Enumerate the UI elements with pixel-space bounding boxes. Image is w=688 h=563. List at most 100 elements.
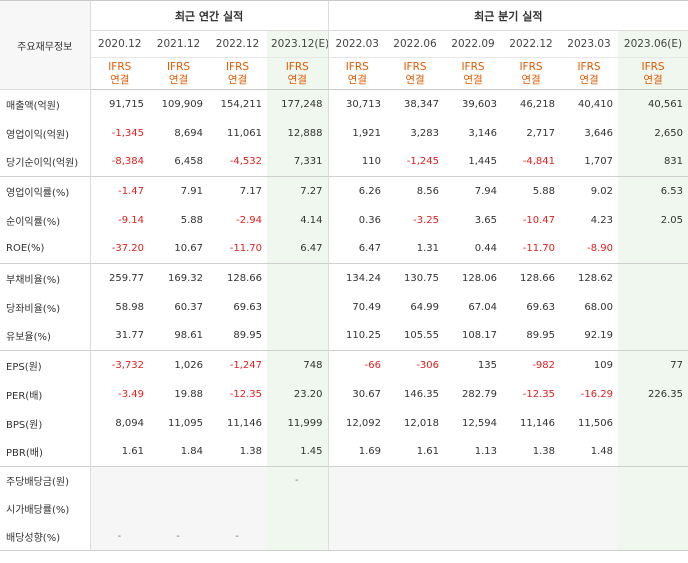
metric-value: 4.23 [590,214,614,226]
metric-value: 109 [560,350,619,380]
period-header: 2023.12(E) [267,30,329,58]
period-header: 2023.03 [560,30,619,58]
standard-scope: 연결 [347,73,367,86]
metric-value [502,494,561,523]
metric-value: 89.95 [233,330,262,342]
metric-value [90,466,149,495]
metric-value: 8,694 [174,127,203,139]
metric-label: 주당배당금(원) [0,466,91,495]
metric-value: 11,061 [227,127,262,139]
metric-value: 5.88 [502,176,561,206]
metric-value: 39,603 [462,98,498,110]
metric-value: 2,650 [618,118,688,148]
metric-label: 유보율(%) [0,321,91,351]
annual-group-header: 최근 연간 실적 [90,0,329,31]
metric-value: 1.84 [180,446,203,458]
metric-value: -9.14 [118,214,144,226]
metric-value: 4.14 [267,205,329,235]
metric-value: 1.13 [474,446,498,458]
metric-value: -11.70 [229,243,262,255]
metric-value [327,466,387,495]
metric-value: 6.53 [618,176,688,206]
metric-label: EPS(원) [0,350,91,380]
metric-value: 1,921 [327,118,387,148]
metric-value [618,408,688,438]
metric-value: - [267,466,329,495]
metric-value: 128.06 [444,263,503,293]
metric-value: 60.37 [174,301,203,313]
metric-value: 7,331 [267,147,329,177]
period-header: 2022.09 [444,30,503,58]
period-header: 2022.12 [208,30,267,58]
period-header: 2022.06 [386,30,445,58]
metric-label: 순이익률(%) [0,205,91,235]
table-row: 영업이익률(%) -1.47 7.91 7.17 7.27 6.26 8.56 7.94 5.8… [0,176,688,206]
metric-value: -1,345 [111,127,144,139]
metric-value: - [208,522,267,551]
metric-value [149,494,208,523]
metric-value: 67.04 [468,301,498,313]
metric-value: 11,146 [227,417,262,429]
metric-value: 1,445 [468,156,498,168]
ifrs-standard-label: IFRS 연결 [327,57,387,90]
metric-value: 0.44 [474,243,498,255]
metric-value: -66 [327,350,387,380]
metric-value [386,466,445,495]
standard-name: IFRS [641,60,665,73]
ifrs-standard-label: IFRS 연결 [618,57,688,90]
table-row: 주당배당금(원) - [0,466,688,495]
metric-value: 135 [444,350,503,380]
metric-value [386,494,445,523]
standard-name: IFRS [108,60,132,73]
metric-value: -12.35 [522,388,556,400]
metric-value: 1.69 [327,437,387,467]
table-row: 당좌비율(%) 58.98 60.37 69.63 70.49 64.99 67.04 69.… [0,292,688,322]
metric-value: 6.47 [267,234,329,264]
standard-name: IFRS [577,60,601,73]
table-row: 유보율(%) 31.77 98.61 89.95 110.25 105.55 108.17 8… [0,321,688,351]
metric-value: 64.99 [410,301,440,313]
standard-scope: 연결 [405,73,425,86]
metric-value: 6.26 [327,176,387,206]
metric-value: 11,095 [168,417,203,429]
metric-value [618,263,688,293]
row-header-label: 주요재무정보 [0,0,91,90]
ifrs-standard-label: IFRS 연결 [560,57,619,90]
ifrs-standard-label: IFRS 연결 [149,57,208,90]
metric-value: 91,715 [109,98,144,110]
metric-value: -1.47 [90,176,149,206]
metric-value: 1,707 [584,156,614,168]
metric-value: 40,561 [618,89,688,119]
table-row: 영업이익(억원) -1,345 8,694 11,061 12,888 1,921 3,28… [0,118,688,148]
metric-value: 5.88 [180,214,203,226]
metric-value: 1.38 [532,446,556,458]
metric-value: 1.45 [267,437,329,467]
metric-label: 영업이익(억원) [0,118,91,148]
metric-value: 110.25 [327,321,387,351]
metric-value [149,466,208,495]
metric-value: 10.67 [174,243,203,255]
period-header: 2022.03 [327,30,387,58]
metric-value: 128.62 [560,263,619,293]
metric-value: 154,211 [220,98,262,110]
metric-value [618,292,688,322]
metric-value: 1.61 [416,446,440,458]
metric-label: 당좌비율(%) [0,292,91,322]
metric-value: - [90,522,149,551]
metric-value: 3,283 [410,127,440,139]
standard-name: IFRS [461,60,485,73]
metric-label: 시가배당률(%) [0,494,91,523]
metric-value: -37.20 [111,243,144,255]
metric-value [502,466,561,495]
metric-value: 69.63 [233,301,262,313]
metric-label: 당기순이익(억원) [0,147,91,177]
standard-name: IFRS [519,60,543,73]
table-row: ROE(%) -37.20 10.67 -11.70 6.47 6.47 1.31 0.44 -… [0,234,688,264]
metric-value: 31.77 [115,330,144,342]
metric-value: -1,247 [208,350,267,380]
metric-value: -11.70 [522,243,556,255]
metric-value: 70.49 [327,292,387,322]
table-row: 순이익률(%) -9.14 5.88 -2.94 4.14 0.36 -3.25 3.65 -1… [0,205,688,235]
metric-value: 40,410 [578,98,614,110]
metric-value [386,522,445,551]
